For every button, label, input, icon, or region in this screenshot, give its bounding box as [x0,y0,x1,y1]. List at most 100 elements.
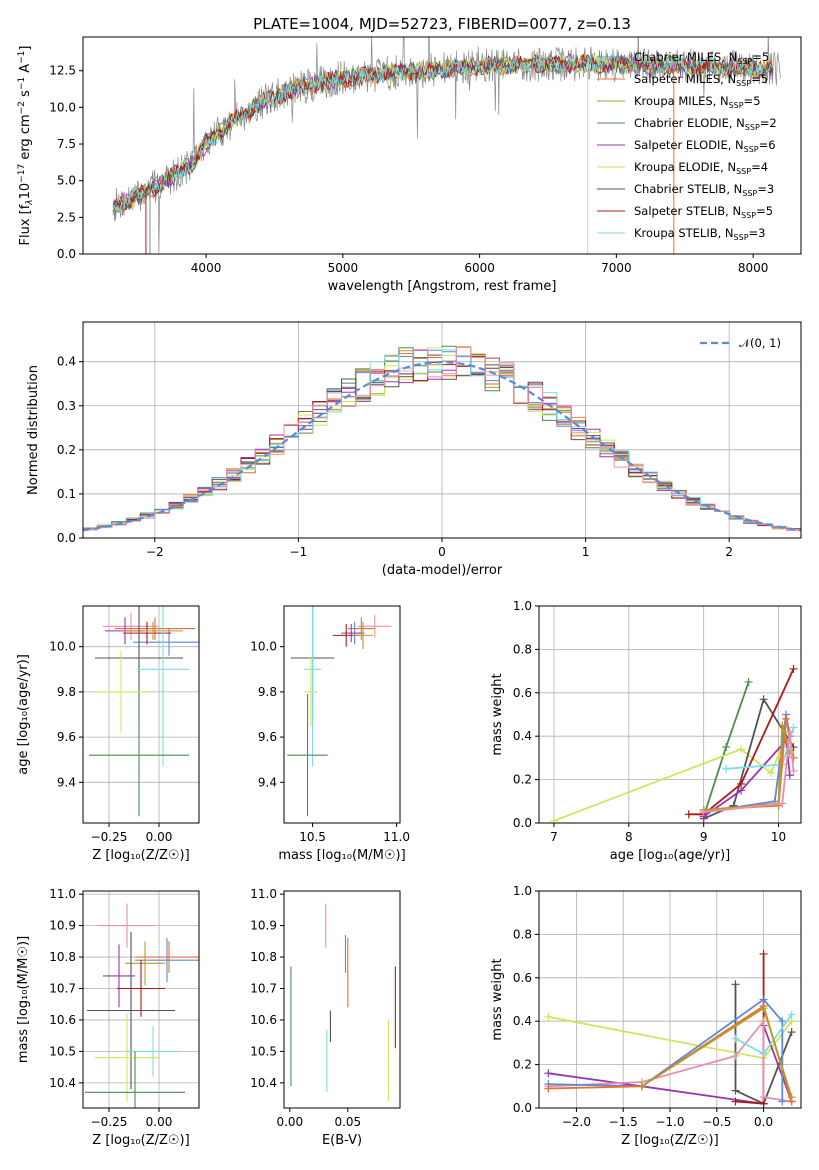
y-tick-label: 0.4 [513,729,532,743]
legend-eq: = [744,94,754,108]
x-axis-label: E(B-V) [322,1133,362,1148]
x-axis-label: Z [log₁₀(Z/Z☉)] [92,848,189,863]
age-vs-metallicity-panel: −0.25 0.00 9.4 9.6 9.8 10.0 Z [log₁₀(Z/Z☉)] age… [16,605,200,863]
legend-sub: SSP [736,167,751,176]
y-tick-label: 10.7 [49,981,76,995]
y-axis-label-part: erg cm [18,114,33,163]
x-tick-label: 2 [725,545,733,559]
legend-normal: 𝒩(0, 1) [739,336,781,350]
weight-line-chabrier-miles [703,714,791,813]
x-tick-label: −0.25 [91,830,128,844]
y-axis-label-part: −2 [17,101,27,114]
y-tick-label: 1.0 [513,884,532,898]
legend-sub: SSP [737,57,752,66]
x-tick-label: 1 [582,545,590,559]
legend-eq: = [759,138,769,152]
legend-n-prefix: , N [720,160,736,174]
x-tick-label: 8000 [738,261,769,275]
legend-sub: SSP [742,189,757,198]
x-axis-label: Z [log₁₀(Z/Z☉)] [621,1133,718,1148]
x-tick-label: 0.0 [754,1115,773,1129]
x-tick-label: −1 [290,545,308,559]
weight-marker [789,753,798,762]
axes-frame [283,605,401,824]
y-tick-label: 0.8 [513,642,532,656]
error-bars [89,606,199,817]
y-tick-label: 10.8 [49,950,76,964]
y-tick-label: 10.5 [250,1044,277,1058]
x-tick-label: −0.5 [702,1115,731,1129]
legend-entry: Kroupa STELIB, NSSP=3 [634,226,766,242]
histograms [83,345,801,532]
weight-marker [549,816,558,823]
y-tick-label: 10.4 [250,1076,277,1090]
weight-marker [637,1082,646,1091]
y-tick-label: 11.0 [250,887,277,901]
x-axis-label: mass [log₁₀(M/M☉)] [278,848,405,863]
y-tick-label: 0.8 [513,927,532,941]
y-tick-label: 2.5 [57,210,76,224]
y-axis-label: age [log₁₀(age/yr)] [16,654,31,775]
x-tick-label: 0.00 [276,1115,303,1129]
y-axis-label-part: Flux [f [18,204,33,245]
y-tick-label: 10.0 [49,100,76,114]
legend-name: Chabrier STELIB [634,182,726,196]
y-tick-label: 10.8 [250,950,277,964]
legend-n: 6 [768,138,775,152]
axes-frame [538,890,802,1109]
weight-marker [722,764,731,773]
weight-marker [778,1017,787,1026]
legend-n-prefix: , N [721,50,737,64]
weight-marker [778,799,787,808]
legend-n-prefix: , N [728,138,744,152]
weight-marker [731,1034,740,1043]
weight-marker [731,980,740,989]
legend-entry: Salpeter MILES, NSSP=5 [634,72,768,88]
y-axis-label: mass [log₁₀(M/M☉)] [16,936,31,1063]
weight-line-chabrier-miles [548,998,784,1102]
y-tick-label: 0.3 [57,399,76,413]
weight-marker [744,677,753,686]
y-tick-label: 9.4 [258,775,277,789]
legend-n: 5 [753,94,760,108]
x-tick-label: −2.0 [562,1115,591,1129]
residual-histogram-panel: −2 −1 0 1 2 0.0 0.1 0.2 0.3 0.4 (data-model)/error… [26,321,802,578]
legend-n-prefix: , N [718,226,734,240]
legend-entry: Kroupa MILES, NSSP=5 [634,94,761,110]
axes-frame [82,36,802,255]
weight-marker [789,766,798,775]
legend-name: Salpeter MILES [634,72,720,86]
axes-frame [82,321,802,539]
weight-marker [759,1049,768,1058]
y-axis-label-part: −1 [17,77,27,90]
weight-line-salpeter-stelib [688,668,795,816]
y-axis-label-part: ] [18,46,33,51]
y-tick-label: 0.0 [513,816,532,830]
legend-n: 3 [758,226,765,240]
y-tick-label: 0.0 [57,531,76,545]
x-tick-label: 0.05 [334,1115,361,1129]
legend-n-prefix: , N [725,204,741,218]
massweight-vs-metallicity-panel: −2.0 −1.5 −1.0 −0.5 0.0 0.0 0.2 0.4 0.6 0.8 1.0 Z [… [490,884,802,1148]
legend-name: Kroupa MILES [634,94,713,108]
legend-name: Salpeter ELODIE [634,138,728,152]
mass-vs-metallicity-panel: −0.25 0.00 10.4 10.5 10.6 10.7 10.8 10.9 11.0 Z [… [16,887,200,1148]
axes-frame [283,890,401,1109]
weight-line-kroupa-elodie [553,735,787,822]
spectrum-panel: PLATE=1004, MJD=52723, FIBERID=0077, z=0… [17,15,802,294]
x-tick-label: 7 [550,830,558,844]
weight-marker [787,1093,796,1102]
weight-marker [684,810,693,819]
x-axis-label: (data-model)/error [382,563,503,578]
y-axis-label: mass weight [490,958,505,1040]
legend-entry: Chabrier MILES, NSSP=5 [634,50,769,66]
weight-lines [544,949,796,1108]
y-tick-label: 10.5 [49,1044,76,1058]
weight-marker [731,1051,740,1060]
x-tick-label: 9 [700,830,708,844]
y-tick-label: 0.0 [513,1101,532,1115]
axes-frame [538,605,802,824]
legend-sub: SSP [736,79,751,88]
x-tick-label: −1.0 [655,1115,684,1129]
axes-frame [82,890,200,1109]
